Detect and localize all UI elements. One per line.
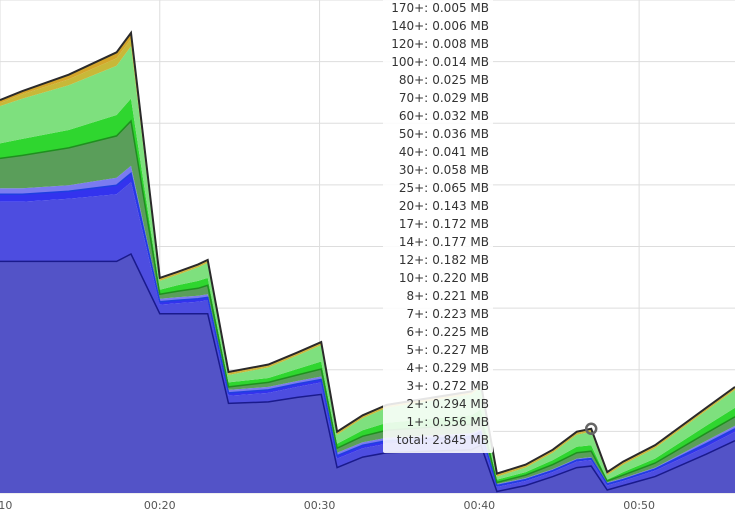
tooltip-row: 17+: 0.172 MB: [387, 215, 489, 233]
tooltip-row-value: 0.172 MB: [432, 217, 489, 231]
tooltip-row: 30+: 0.058 MB: [387, 161, 489, 179]
area-series-4: [0, 121, 735, 484]
tooltip-row: 14+: 0.177 MB: [387, 233, 489, 251]
tooltip-row: 25+: 0.065 MB: [387, 179, 489, 197]
tooltip-row-value: 0.177 MB: [432, 235, 489, 249]
tooltip-row-value: 0.220 MB: [432, 271, 489, 285]
x-tick-label-0: 0:10: [0, 499, 12, 512]
tooltip-row-value: 0.143 MB: [432, 199, 489, 213]
area-series-6: [0, 46, 735, 480]
tooltip-row: 6+: 0.225 MB: [387, 323, 490, 341]
tooltip-row-value: 0.032 MB: [432, 109, 489, 123]
tooltip-row-label: 14+:: [398, 235, 429, 249]
tooltip-row: 7+: 0.223 MB: [387, 305, 490, 323]
tooltip-row-value: 0.065 MB: [432, 181, 489, 195]
tooltip-row-value: 0.225 MB: [432, 325, 489, 339]
hover-point-marker[interactable]: [584, 422, 598, 436]
x-tick-label-2: 00:30: [304, 499, 336, 512]
tooltip-row-value: 2.845 MB: [432, 433, 489, 447]
tooltip-row-value: 0.221 MB: [432, 289, 489, 303]
boundary-lines-group: [0, 30, 735, 493]
tooltip-row-label: 3+:: [406, 379, 429, 393]
tooltip-row: 100+: 0.014 MB: [387, 53, 489, 71]
tooltip-row-label: 1+:: [406, 415, 429, 429]
tooltip-row: 5+: 0.227 MB: [387, 341, 490, 359]
tooltip-row-label: 6+:: [406, 325, 429, 339]
boundary-line-2: [0, 119, 735, 484]
tooltip-row-label: 2+:: [406, 397, 429, 411]
tooltip-row-value: 0.058 MB: [432, 163, 489, 177]
tooltip-row: 8+: 0.221 MB: [387, 287, 490, 305]
x-tick-label-1: 00:20: [144, 499, 176, 512]
hover-marker-group[interactable]: [584, 422, 598, 436]
x-tick-label-4: 00:50: [623, 499, 655, 512]
tooltip-row-value: 0.036 MB: [432, 127, 489, 141]
tooltip-row-label: 60+:: [398, 109, 429, 123]
tooltip-row-value: 0.025 MB: [432, 73, 489, 87]
tooltip-row-label: 50+:: [398, 127, 429, 141]
tooltip-row-label: 20+:: [398, 199, 429, 213]
tooltip-row: 170+: 0.005 MB: [387, 0, 489, 17]
tooltip-row-value: 0.229 MB: [432, 361, 489, 375]
area-series-5: [0, 98, 735, 483]
area-series-0: [0, 254, 735, 493]
area-series-1: [0, 182, 735, 492]
tooltip-row: 140+: 0.006 MB: [387, 17, 489, 35]
tooltip-row: 80+: 0.025 MB: [387, 71, 489, 89]
tooltip-row-value: 0.006 MB: [432, 19, 489, 33]
tooltip-row-label: 4+:: [406, 361, 429, 375]
tooltip-row-value: 0.041 MB: [432, 145, 489, 159]
tooltip-row-value: 0.272 MB: [432, 379, 489, 393]
area-series-group: [0, 32, 735, 493]
tooltip-row: 120+: 0.008 MB: [387, 35, 489, 53]
boundary-line-3: [0, 30, 735, 475]
tooltip-row: 60+: 0.032 MB: [387, 107, 489, 125]
tooltip-row: 70+: 0.029 MB: [387, 89, 489, 107]
x-tick-label-3: 00:40: [463, 499, 495, 512]
tooltip-row-label: total:: [396, 433, 429, 447]
tooltip-row: 4+: 0.229 MB: [387, 359, 490, 377]
tooltip-row: 3+: 0.272 MB: [387, 377, 490, 395]
tooltip-row-label: 8+:: [406, 289, 429, 303]
tooltip-row: 50+: 0.036 MB: [387, 125, 489, 143]
tooltip-row-value: 0.005 MB: [432, 1, 489, 15]
tooltip-row-value: 0.029 MB: [432, 91, 489, 105]
tooltip-row-label: 25+:: [398, 181, 429, 195]
tooltip-row-label: 30+:: [398, 163, 429, 177]
tooltip-row-label: 140+:: [391, 19, 429, 33]
tooltip-row-value: 0.014 MB: [432, 55, 489, 69]
tooltip-row-label: 12+:: [398, 253, 429, 267]
tooltip-row-value: 0.556 MB: [432, 415, 489, 429]
tooltip-row-value: 0.294 MB: [432, 397, 489, 411]
tooltip-row-label: 100+:: [391, 55, 429, 69]
tooltip-row-label: 120+:: [391, 37, 429, 51]
tooltip-row-label: 7+:: [406, 307, 429, 321]
tooltip-row: 2+: 0.294 MB: [387, 395, 490, 413]
tooltip-row-label: 70+:: [398, 91, 429, 105]
tooltip-row-value: 0.223 MB: [432, 307, 489, 321]
tooltip-row: 10+: 0.220 MB: [387, 269, 489, 287]
tooltip-row: 20+: 0.143 MB: [387, 197, 489, 215]
boundary-line-1: [0, 171, 735, 487]
tooltip-row-value: 0.182 MB: [432, 253, 489, 267]
tooltip-row-value: 0.227 MB: [432, 343, 489, 357]
tooltip-row-label: 40+:: [398, 145, 429, 159]
x-axis: 0:10 00:20 00:30 00:40 00:50: [0, 499, 655, 512]
tooltip-row: 12+: 0.182 MB: [387, 251, 489, 269]
tooltip-row-label: 10+:: [398, 271, 429, 285]
tooltip-row: total: 2.845 MB: [387, 431, 489, 449]
tooltip: 170+: 0.005 MB 140+: 0.006 MB 120+: 0.008 MB 1…: [383, 0, 493, 453]
tooltip-row: 1+: 0.556 MB: [387, 413, 490, 431]
tooltip-row-label: 17+:: [398, 217, 429, 231]
tooltip-row-label: 5+:: [406, 343, 429, 357]
tooltip-row-label: 170+:: [391, 1, 429, 15]
tooltip-row-label: 80+:: [398, 73, 429, 87]
area-series-7: [0, 38, 735, 477]
boundary-line-0: [0, 252, 735, 493]
tooltip-row: 40+: 0.041 MB: [387, 143, 489, 161]
tooltip-row-value: 0.008 MB: [432, 37, 489, 51]
